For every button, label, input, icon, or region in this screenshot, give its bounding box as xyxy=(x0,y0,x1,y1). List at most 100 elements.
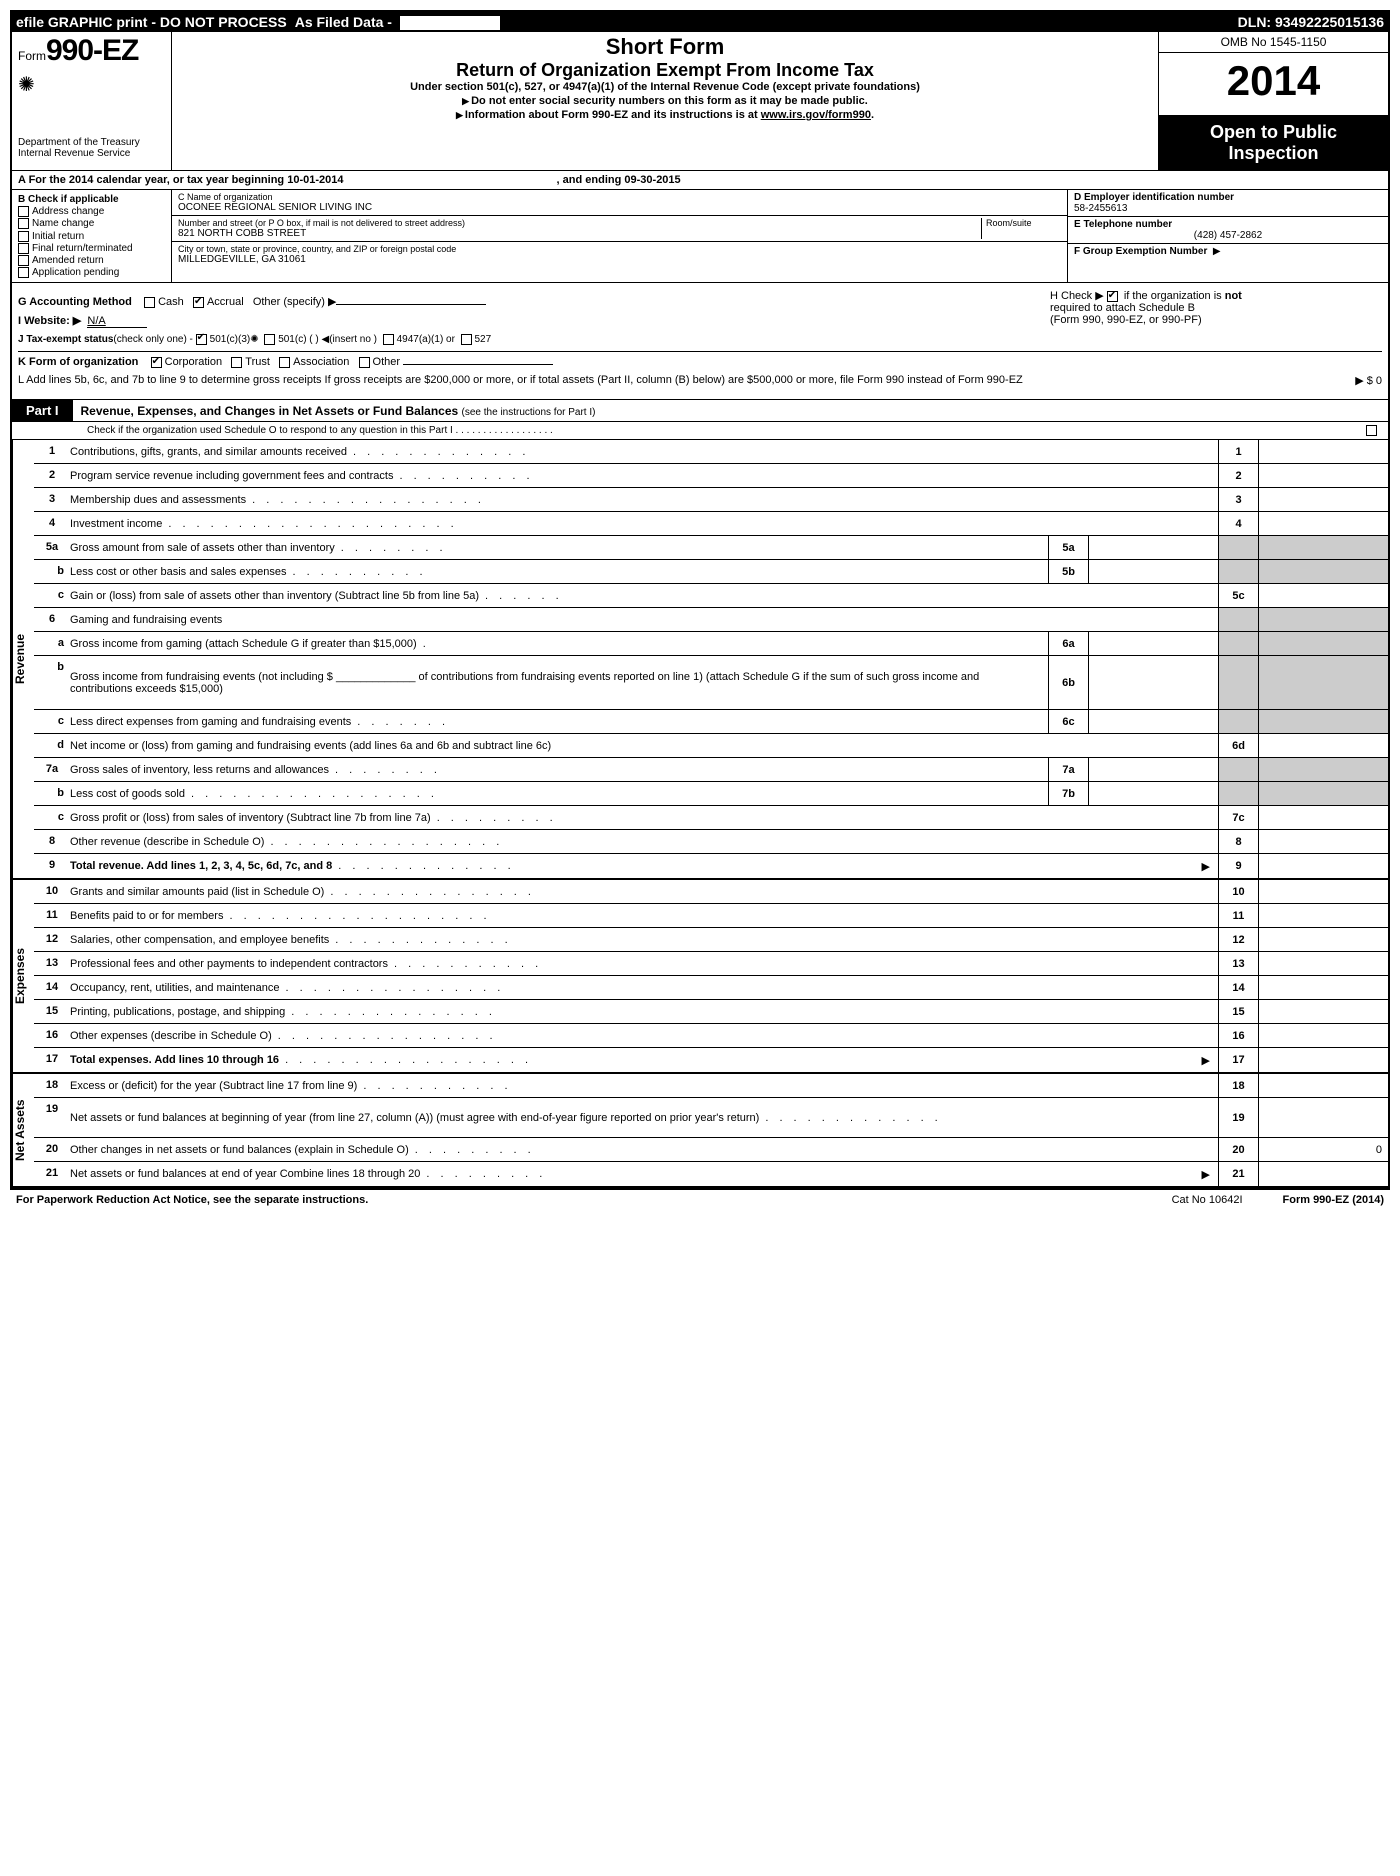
e-val: (428) 457-2862 xyxy=(1074,230,1382,241)
val-2 xyxy=(1258,464,1388,487)
line-k: K Form of organization Corporation Trust… xyxy=(18,351,1382,368)
f-arrow: ▶ xyxy=(1213,246,1221,257)
b-address-change: Address change xyxy=(32,206,104,217)
part1-title-text: Revenue, Expenses, and Changes in Net As… xyxy=(81,404,459,418)
row-14: 14Occupancy, rent, utilities, and mainte… xyxy=(34,976,1388,1000)
h-line3: (Form 990, 990-EZ, or 990-PF) xyxy=(1050,314,1380,326)
expenses-rows: 10Grants and similar amounts paid (list … xyxy=(34,880,1388,1072)
chk-schedule-o[interactable] xyxy=(1366,425,1377,436)
c-name-cell: C Name of organization OCONEE REGIONAL S… xyxy=(172,190,1067,216)
chk-association[interactable] xyxy=(279,357,290,368)
row-2: 2Program service revenue including gover… xyxy=(34,464,1388,488)
row-7a: 7aGross sales of inventory, less returns… xyxy=(34,758,1388,782)
netassets-rows: 18Excess or (deficit) for the year (Subt… xyxy=(34,1074,1388,1186)
chk-amended-return[interactable] xyxy=(18,255,29,266)
val-3 xyxy=(1258,488,1388,511)
chk-501c3[interactable] xyxy=(196,334,207,345)
val-21 xyxy=(1258,1162,1388,1186)
dept-treasury: Department of the Treasury xyxy=(18,137,165,148)
val-4 xyxy=(1258,512,1388,535)
col-def: D Employer identification number 58-2455… xyxy=(1068,190,1388,282)
form-number: Form990-EZ xyxy=(18,34,165,68)
warn2-pre: Information about Form 990-EZ and its in… xyxy=(465,109,761,121)
chk-cash[interactable] xyxy=(144,297,155,308)
subtitle: Under section 501(c), 527, or 4947(a)(1)… xyxy=(178,81,1152,93)
chk-h-notrequired[interactable] xyxy=(1107,291,1118,302)
sidelabel-revenue: Revenue xyxy=(12,440,34,878)
val-13 xyxy=(1258,952,1388,975)
chk-4947[interactable] xyxy=(383,334,394,345)
chk-other-form[interactable] xyxy=(359,357,370,368)
g-cash: Cash xyxy=(158,296,184,308)
b-final-return: Final return/terminated xyxy=(32,243,133,254)
d-lbl: D Employer identification number xyxy=(1074,192,1234,203)
top-bar: efile GRAPHIC print - DO NOT PROCESS As … xyxy=(12,12,1388,32)
irs-logo-icon: ✺ xyxy=(18,72,165,97)
warn2-link[interactable]: www.irs.gov/form990 xyxy=(761,109,871,121)
col-b: B Check if applicable Address change Nam… xyxy=(12,190,172,282)
chk-name-change[interactable] xyxy=(18,218,29,229)
chk-527[interactable] xyxy=(461,334,472,345)
header-mid: Short Form Return of Organization Exempt… xyxy=(172,32,1158,170)
line-j: J Tax-exempt status(check only one) - 50… xyxy=(18,334,1382,345)
chk-initial-return[interactable] xyxy=(18,231,29,242)
tax-year: 2014 xyxy=(1159,53,1388,116)
c-street-cell: Number and street (or P O box, if mail i… xyxy=(172,216,1067,242)
chk-application-pending[interactable] xyxy=(18,267,29,278)
title-shortform: Short Form xyxy=(178,34,1152,60)
row-15: 15Printing, publications, postage, and s… xyxy=(34,1000,1388,1024)
l-val: ▶ $ 0 xyxy=(1222,374,1382,387)
part1-tag: Part I xyxy=(12,400,73,421)
val-6b xyxy=(1088,656,1218,709)
val-18 xyxy=(1258,1074,1388,1097)
b-application-pending: Application pending xyxy=(32,267,119,278)
chk-trust[interactable] xyxy=(231,357,242,368)
chk-final-return[interactable] xyxy=(18,243,29,254)
expenses-table: Expenses 10Grants and similar amounts pa… xyxy=(12,878,1388,1072)
footer-right-post: (2014) xyxy=(1349,1194,1384,1206)
footer-right-form: 990-EZ xyxy=(1313,1194,1349,1206)
chk-corporation[interactable] xyxy=(151,357,162,368)
row-10: 10Grants and similar amounts paid (list … xyxy=(34,880,1388,904)
j-o3: 4947(a)(1) or xyxy=(397,334,455,345)
sidelabel-netassets: Net Assets xyxy=(12,1074,34,1186)
row-5a: 5aGross amount from sale of assets other… xyxy=(34,536,1388,560)
val-6d xyxy=(1258,734,1388,757)
j-o4: 527 xyxy=(475,334,492,345)
header: Form990-EZ ✺ Department of the Treasury … xyxy=(12,32,1388,171)
val-8 xyxy=(1258,830,1388,853)
row-19: 19Net assets or fund balances at beginni… xyxy=(34,1098,1388,1138)
k-lbl: K Form of organization xyxy=(18,356,138,368)
footer-formref: Form 990-EZ (2014) xyxy=(1283,1194,1385,1206)
val-17 xyxy=(1258,1048,1388,1072)
chk-address-change[interactable] xyxy=(18,206,29,217)
f-cell: F Group Exemption Number ▶ xyxy=(1068,244,1388,282)
a-pre: A For the 2014 calendar year, or tax yea… xyxy=(18,174,287,186)
footer-catno: Cat No 10642I xyxy=(1172,1194,1243,1206)
b-amended-return: Amended return xyxy=(32,255,104,266)
row-7c: cGross profit or (loss) from sales of in… xyxy=(34,806,1388,830)
g-other-line xyxy=(336,304,486,305)
k-o3: Association xyxy=(293,356,349,368)
asfiled-text: As Filed Data - xyxy=(295,14,392,30)
row-5c: cGain or (loss) from sale of assets othe… xyxy=(34,584,1388,608)
chk-501c[interactable] xyxy=(264,334,275,345)
e-lbl: E Telephone number xyxy=(1074,219,1172,230)
header-left: Form990-EZ ✺ Department of the Treasury … xyxy=(12,32,172,170)
i-lbl: I Website: ▶ xyxy=(18,315,81,327)
h-pre: H Check ▶ xyxy=(1050,290,1104,302)
row-7b: bLess cost of goods sold. . . . . . . . … xyxy=(34,782,1388,806)
d-cell: D Employer identification number 58-2455… xyxy=(1068,190,1388,217)
chk-accrual[interactable] xyxy=(193,297,204,308)
row-21: 21Net assets or fund balances at end of … xyxy=(34,1162,1388,1186)
revenue-table: Revenue 1Contributions, gifts, grants, a… xyxy=(12,440,1388,878)
row-6c: cLess direct expenses from gaming and fu… xyxy=(34,710,1388,734)
val-14 xyxy=(1258,976,1388,999)
c-street-val: 821 NORTH COBB STREET xyxy=(178,228,981,239)
row-16: 16Other expenses (describe in Schedule O… xyxy=(34,1024,1388,1048)
section-bcdef: B Check if applicable Address change Nam… xyxy=(12,190,1388,283)
warn-line-1: Do not enter social security numbers on … xyxy=(178,95,1152,107)
footer-right-pre: Form xyxy=(1283,1194,1314,1206)
section-ghijkl: H Check ▶ if the organization is not req… xyxy=(12,283,1388,400)
row-8: 8Other revenue (describe in Schedule O).… xyxy=(34,830,1388,854)
